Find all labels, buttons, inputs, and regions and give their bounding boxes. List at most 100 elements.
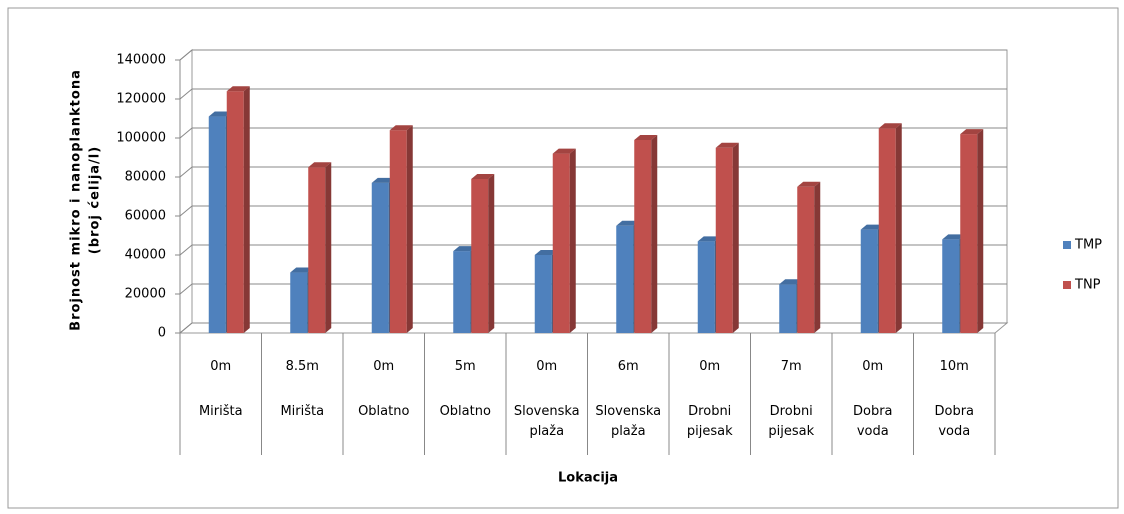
bar-top — [616, 220, 640, 226]
bar-front — [616, 225, 634, 333]
bar-front — [389, 130, 407, 333]
grid-line — [179, 283, 193, 295]
bar — [308, 162, 332, 333]
bar-front — [779, 284, 797, 333]
legend-swatch — [1063, 241, 1071, 249]
bar — [715, 142, 739, 333]
bar-side — [814, 181, 821, 333]
bar-front — [534, 255, 552, 333]
x-tick-label: 6m — [617, 359, 639, 374]
bar-front — [634, 139, 652, 333]
x-tick-label: 7m — [780, 359, 802, 374]
bar-side — [325, 162, 332, 333]
side-wall — [179, 48, 193, 335]
bar-front — [697, 241, 715, 333]
bar — [552, 148, 576, 333]
bar — [960, 129, 984, 333]
x-tick-label: Mirišta — [198, 404, 243, 419]
bar-front — [960, 134, 978, 333]
bar-side — [895, 123, 902, 333]
bar-top — [634, 134, 658, 140]
bar — [634, 134, 658, 333]
x-tick-label: 0m — [862, 359, 884, 374]
x-tick-label: Drobni pijesak — [686, 404, 733, 439]
grid-line — [179, 244, 193, 256]
y-tick-label: 120000 — [116, 92, 166, 107]
bar — [389, 125, 413, 333]
bar-side — [406, 125, 413, 333]
x-tick-label: Mirišta — [280, 404, 325, 419]
grid-line — [179, 127, 193, 139]
x-tick-label: 0m — [373, 359, 395, 374]
grid-line — [179, 88, 193, 100]
y-tick-label: 80000 — [125, 170, 166, 185]
x-tick-label: Slovenska plaža — [513, 404, 580, 439]
bar-front — [860, 229, 878, 333]
x-tick-label: Dobra voda — [852, 404, 893, 439]
x-tick-label: 10m — [939, 359, 969, 374]
bar-top — [389, 125, 413, 131]
y-tick-label: 40000 — [125, 248, 166, 263]
x-tick-label: Slovenska plaža — [595, 404, 662, 439]
bar-top — [534, 250, 558, 255]
x-axis-title: Lokacija — [558, 471, 618, 486]
y-axis-title: (broj ćelija/l) — [88, 146, 103, 254]
legend-swatch — [1063, 281, 1071, 289]
legend-label: TNP — [1074, 278, 1101, 293]
chart-border — [7, 7, 1119, 509]
x-tick-label: 5m — [454, 359, 476, 374]
bar-top — [860, 224, 884, 230]
x-tick-label: Drobni pijesak — [768, 404, 815, 439]
x-tick-label: 0m — [536, 359, 558, 374]
bar-front — [208, 116, 226, 333]
grid-line — [179, 205, 193, 217]
bar-front — [453, 251, 471, 333]
x-tick-label: 0m — [699, 359, 721, 374]
bar-top — [697, 236, 721, 242]
bar-top — [942, 234, 966, 240]
bar-top — [471, 173, 495, 179]
bar — [878, 123, 902, 333]
bar-top — [715, 142, 739, 148]
bar-front — [552, 153, 570, 333]
bar-side — [651, 134, 658, 333]
y-tick-label: 20000 — [125, 287, 166, 302]
bar-top — [453, 246, 477, 252]
bar-top — [371, 177, 395, 183]
x-tick-label: 8.5m — [285, 359, 319, 374]
x-tick-label: Oblatno — [439, 404, 491, 419]
bar-front — [715, 147, 733, 333]
y-tick-label: 100000 — [116, 131, 166, 146]
bar-front — [471, 178, 489, 333]
y-tick-label: 140000 — [116, 53, 166, 68]
y-axis-title: Brojnost mikro i nanoplanktona — [69, 69, 84, 331]
grid-line — [179, 166, 193, 178]
bar-top — [797, 181, 821, 187]
bar — [797, 181, 821, 333]
y-tick-label: 60000 — [125, 209, 166, 224]
bar-front — [371, 182, 389, 333]
bar — [226, 86, 250, 333]
bar-top — [226, 86, 250, 92]
bar-side — [569, 148, 576, 333]
bar-front — [308, 167, 326, 333]
bar-side — [488, 173, 495, 333]
bar-top — [208, 111, 232, 117]
bar-top — [308, 162, 332, 168]
bar-top — [779, 279, 803, 285]
bar-front — [797, 186, 815, 333]
bar-top — [552, 148, 576, 154]
bar-side — [732, 142, 739, 333]
x-tick-label: Dobra voda — [934, 404, 975, 439]
bar-top — [878, 123, 902, 129]
grid-line — [179, 322, 193, 334]
bar — [471, 173, 495, 333]
x-tick-label: Oblatno — [358, 404, 410, 419]
y-tick-label: 0 — [158, 326, 166, 341]
bar-front — [226, 91, 244, 333]
x-tick-label: 0m — [210, 359, 232, 374]
bar-top — [290, 267, 314, 273]
bar-front — [942, 239, 960, 333]
bar-side — [977, 129, 984, 333]
